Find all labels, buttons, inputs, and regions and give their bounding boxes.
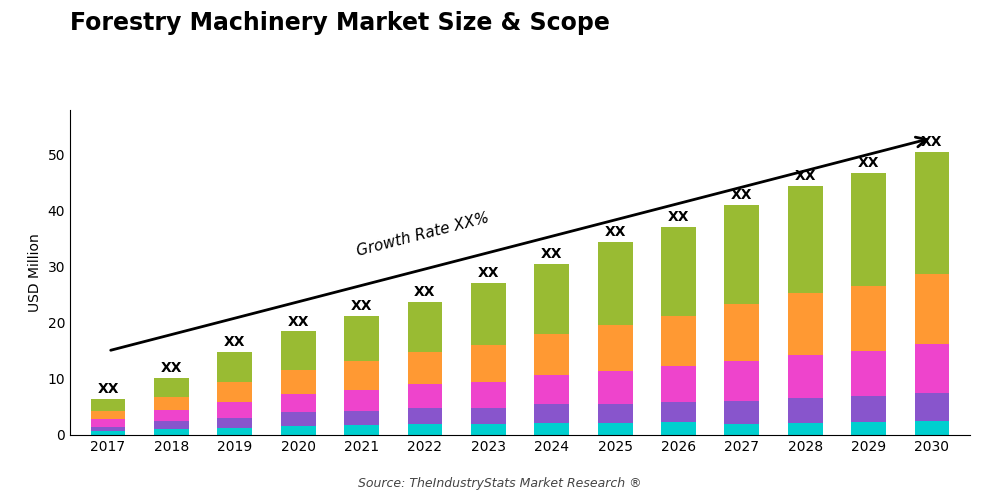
Bar xyxy=(915,274,949,344)
Bar xyxy=(788,293,823,355)
Bar xyxy=(217,418,252,428)
Bar xyxy=(217,402,252,417)
Bar xyxy=(217,352,252,382)
Text: XX: XX xyxy=(478,266,499,280)
Bar xyxy=(661,316,696,366)
Bar xyxy=(408,424,442,435)
Bar xyxy=(534,264,569,334)
Bar xyxy=(661,422,696,435)
Bar xyxy=(661,226,696,316)
Bar xyxy=(534,375,569,404)
Text: XX: XX xyxy=(351,300,372,314)
Y-axis label: USD Million: USD Million xyxy=(28,233,42,312)
Bar xyxy=(851,351,886,396)
Bar xyxy=(598,371,633,404)
Bar xyxy=(598,404,633,423)
Bar xyxy=(915,421,949,435)
Text: XX: XX xyxy=(541,248,562,262)
Bar xyxy=(724,424,759,435)
Bar xyxy=(408,352,442,384)
Bar xyxy=(471,382,506,407)
Bar xyxy=(851,173,886,286)
Bar xyxy=(408,384,442,408)
Text: XX: XX xyxy=(858,156,879,170)
Bar xyxy=(851,286,886,351)
Text: XX: XX xyxy=(224,336,246,349)
Bar xyxy=(154,430,189,435)
Text: XX: XX xyxy=(731,188,753,202)
Text: XX: XX xyxy=(414,285,436,299)
Bar xyxy=(534,423,569,435)
Bar xyxy=(154,378,189,398)
Bar xyxy=(724,362,759,401)
Bar xyxy=(281,412,316,426)
Bar xyxy=(471,345,506,382)
Bar xyxy=(471,282,506,345)
Bar xyxy=(851,396,886,422)
Bar xyxy=(915,344,949,393)
Text: XX: XX xyxy=(97,382,119,396)
Bar xyxy=(661,402,696,422)
Bar xyxy=(217,382,252,402)
Text: XX: XX xyxy=(604,225,626,239)
Bar xyxy=(471,424,506,435)
Bar xyxy=(344,316,379,362)
Text: Forestry Machinery Market Size & Scope: Forestry Machinery Market Size & Scope xyxy=(70,11,610,35)
Bar xyxy=(91,398,125,410)
Bar xyxy=(408,302,442,352)
Bar xyxy=(217,428,252,435)
Bar xyxy=(534,334,569,375)
Text: Growth Rate XX%: Growth Rate XX% xyxy=(355,210,491,258)
Bar xyxy=(724,304,759,362)
Text: Source: TheIndustryStats Market Research ®: Source: TheIndustryStats Market Research… xyxy=(358,477,642,490)
Bar xyxy=(91,432,125,435)
Bar xyxy=(154,398,189,410)
Bar xyxy=(915,152,949,274)
Bar xyxy=(281,332,316,370)
Bar xyxy=(724,206,759,304)
Bar xyxy=(534,404,569,423)
Bar xyxy=(281,394,316,412)
Bar xyxy=(91,426,125,432)
Bar xyxy=(598,325,633,371)
Bar xyxy=(788,355,823,398)
Bar xyxy=(788,398,823,422)
Bar xyxy=(598,242,633,325)
Bar xyxy=(154,410,189,422)
Bar xyxy=(471,408,506,424)
Bar xyxy=(724,400,759,423)
Bar xyxy=(344,426,379,435)
Bar xyxy=(281,426,316,435)
Bar xyxy=(851,422,886,435)
Bar xyxy=(344,390,379,411)
Text: XX: XX xyxy=(287,314,309,328)
Text: XX: XX xyxy=(794,169,816,183)
Bar xyxy=(788,422,823,435)
Text: XX: XX xyxy=(921,135,943,149)
Text: XX: XX xyxy=(668,210,689,224)
Bar xyxy=(788,186,823,293)
Bar xyxy=(661,366,696,402)
Bar xyxy=(408,408,442,424)
Bar xyxy=(344,362,379,390)
Bar xyxy=(91,410,125,418)
Bar xyxy=(598,424,633,435)
Bar xyxy=(915,392,949,421)
Bar xyxy=(91,418,125,426)
Text: XX: XX xyxy=(161,361,182,375)
Bar xyxy=(154,422,189,430)
Bar xyxy=(281,370,316,394)
Bar xyxy=(344,411,379,426)
